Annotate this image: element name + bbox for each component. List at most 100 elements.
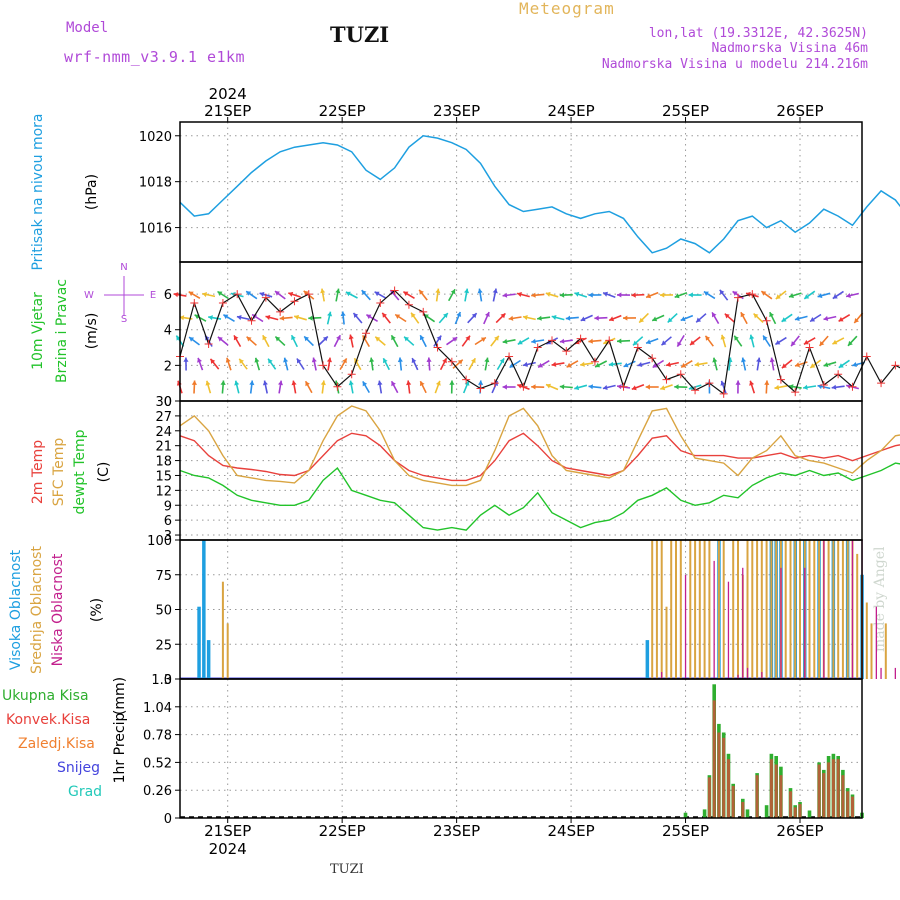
wind-speed-point — [605, 336, 614, 345]
bottom-year-label: 2024 — [209, 840, 247, 858]
wind-arrow-head — [734, 335, 739, 341]
top-day-label: 21SEP — [204, 102, 251, 120]
wind-arrow-head — [327, 311, 333, 317]
wind-arrow-head — [531, 338, 536, 344]
temperature-panel-bg — [180, 401, 862, 540]
wind-speed-point — [533, 343, 542, 352]
wind-arrow-head — [395, 314, 401, 319]
wind-arrow-head — [823, 362, 829, 368]
bottom-station-label: TUZI — [330, 862, 364, 877]
bottom-day-label: 25SEP — [662, 822, 709, 840]
low-cloud-bar — [880, 667, 882, 679]
wind-arrow-head — [559, 384, 565, 390]
wind-arrow-head — [602, 385, 608, 390]
station-title: TUZI — [330, 22, 390, 47]
wind-speed-point — [419, 307, 428, 316]
wind-ylabel-1: 10m Vjetar — [30, 292, 46, 370]
low-cloud-bar — [851, 540, 854, 679]
conv-precip-bar — [851, 796, 854, 818]
low-cloud-bar — [780, 567, 782, 679]
wind-arrow-head — [639, 317, 645, 323]
pressure-ytick-label: 1018 — [139, 176, 172, 191]
wind-arrow-head — [803, 384, 808, 390]
pressure-series-line — [179, 135, 900, 254]
wind-ytick-label: 2 — [164, 359, 172, 374]
wind-speed-point — [662, 375, 671, 384]
wind-arrow-head — [666, 361, 671, 367]
mid-cloud-bar — [737, 540, 739, 679]
wind-speed-point — [734, 293, 742, 302]
wind-arrow-head — [680, 316, 686, 322]
wind-speed-point — [247, 316, 256, 325]
wind-arrow-head — [502, 338, 508, 344]
clouds-ytick-label: 50 — [155, 604, 172, 619]
wind-arrow-head — [838, 363, 844, 368]
wind-speed-point — [648, 354, 657, 363]
top-day-label: 22SEP — [319, 102, 366, 120]
wind-arrow-head — [688, 385, 694, 391]
wind-speed-point — [462, 375, 471, 384]
wind-arrow-head — [712, 357, 718, 363]
wind-arrow-head — [595, 362, 601, 368]
wind-arrow-head — [426, 357, 432, 362]
wind-arrow-head — [457, 359, 463, 365]
wind-arrow-head — [803, 339, 809, 345]
wind-arrow-head — [633, 340, 638, 346]
wind-arrow-head — [375, 336, 381, 342]
conv-precip-bar — [822, 773, 826, 818]
wind-arrow-head — [236, 315, 242, 321]
bottom-day-label: 22SEP — [319, 822, 366, 840]
wind-arrow-head — [603, 291, 608, 297]
conv-precip-bar — [793, 807, 797, 818]
wind-arrow-head — [183, 357, 189, 362]
wind-arrow-head — [795, 362, 800, 368]
wind-arrow-head — [823, 315, 829, 321]
wind-speed-point — [576, 334, 585, 343]
conv-precip-bar — [731, 785, 735, 818]
wind-arrow-head — [712, 312, 717, 318]
top-day-label: 23SEP — [433, 102, 480, 120]
wind-arrow-head — [588, 292, 593, 298]
high-cloud-bar — [645, 640, 650, 679]
mid-cloud-bar — [818, 540, 821, 679]
wind-arrow-head — [674, 293, 680, 299]
wind-arrow-head — [732, 291, 738, 296]
bottom-day-label: 24SEP — [548, 822, 595, 840]
wind-arrow-head — [205, 380, 211, 386]
mid-cloud-bar — [856, 553, 859, 679]
wind-ytick-label: 0 — [164, 395, 172, 410]
high-cloud-bar — [202, 540, 206, 679]
wind-arrow-head — [291, 380, 297, 386]
wind-arrow-head — [559, 292, 565, 298]
wind-arrow-head — [279, 315, 285, 321]
wind-arrow-head — [502, 292, 508, 298]
wind-arrow-head — [485, 312, 490, 317]
wind-panel-bg — [180, 262, 862, 401]
low-cloud-bar — [713, 560, 715, 679]
wind-arrow-head — [696, 317, 702, 323]
wind-arrow-head — [288, 291, 294, 297]
wind-arrow-head — [617, 384, 622, 390]
wind-arrow-head — [291, 335, 296, 341]
wind-speed-point — [390, 286, 399, 295]
pressure-ytick-label: 1020 — [139, 130, 172, 145]
conv-precip-bar — [769, 759, 773, 818]
wind-arrow-head — [311, 357, 317, 363]
conv-precip-bar — [779, 775, 783, 818]
wind-arrow-head — [559, 338, 565, 344]
mid-cloud-bar — [675, 540, 677, 679]
wind-arrow-head — [674, 384, 679, 390]
wind-speed-point — [204, 339, 213, 348]
total-precip-bar — [683, 812, 688, 818]
wind-arrow-head — [637, 362, 643, 367]
wind-speed-point — [476, 384, 485, 393]
wind-arrow-head — [749, 380, 755, 386]
conv-precip-bar — [836, 759, 840, 818]
wind-speed-point — [862, 352, 871, 361]
mid-cloud-bar — [827, 540, 830, 679]
wind-arrow-head — [775, 294, 781, 299]
mid-cloud-bar — [832, 540, 835, 679]
wind-arrow-head — [705, 335, 711, 341]
wind-arrow-head — [382, 312, 387, 318]
mid-cloud-bar — [651, 540, 654, 679]
